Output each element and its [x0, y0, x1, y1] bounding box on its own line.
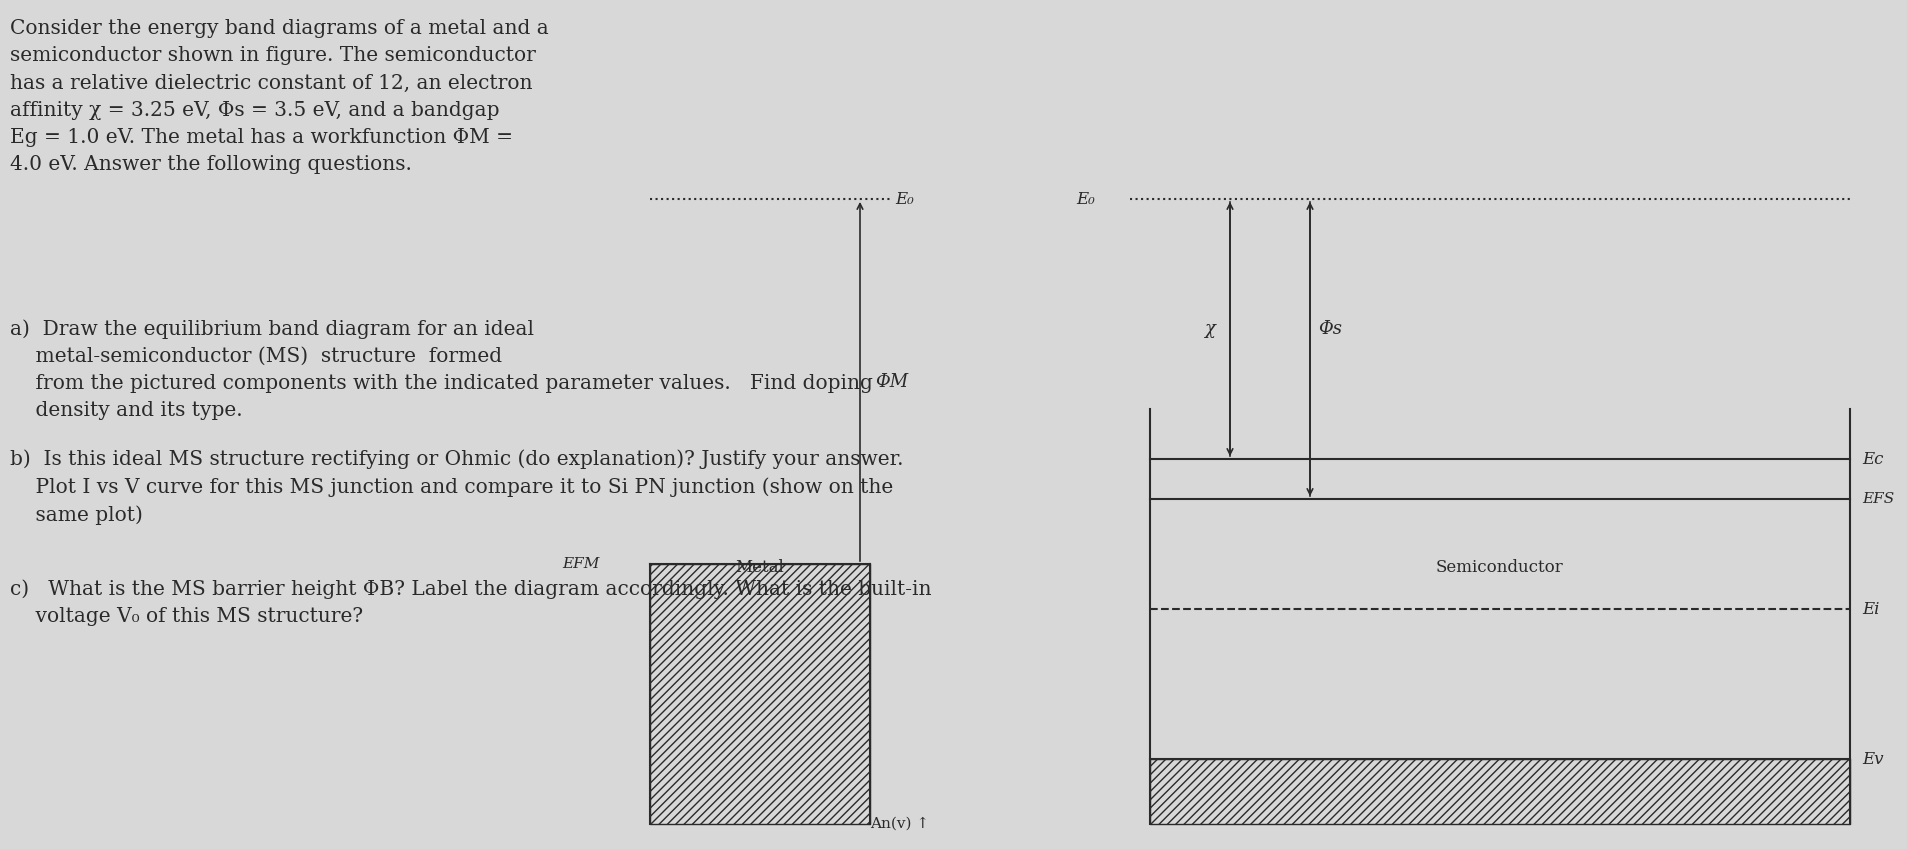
Text: EFM: EFM: [563, 557, 599, 571]
Text: c)   What is the MS barrier height ΦB? Label the diagram accordingly. What is th: c) What is the MS barrier height ΦB? Lab…: [10, 579, 931, 626]
Text: Ei: Ei: [1861, 600, 1878, 617]
Bar: [650, 564, 870, 824]
Text: ΦM: ΦM: [875, 373, 908, 391]
Text: Metal: Metal: [736, 559, 784, 576]
Text: χ: χ: [1203, 320, 1215, 338]
Text: Semiconductor: Semiconductor: [1436, 559, 1564, 576]
Text: Consider the energy band diagrams of a metal and a
semiconductor shown in figure: Consider the energy band diagrams of a m…: [10, 19, 549, 174]
Text: Ev: Ev: [1861, 751, 1882, 767]
Text: E₀: E₀: [1076, 190, 1095, 207]
Text: An(v) ↑: An(v) ↑: [870, 817, 929, 831]
Text: b)  Is this ideal MS structure rectifying or Ohmic (do explanation)? Justify you: b) Is this ideal MS structure rectifying…: [10, 449, 904, 526]
Bar: [1150, 759, 1850, 824]
Text: Φs: Φs: [1318, 320, 1341, 338]
Text: EFS: EFS: [1861, 492, 1894, 506]
Text: a)  Draw the equilibrium band diagram for an ideal
    metal-semiconductor (MS) : a) Draw the equilibrium band diagram for…: [10, 319, 871, 420]
Text: Ec: Ec: [1861, 451, 1882, 468]
Text: E₀: E₀: [894, 190, 913, 207]
